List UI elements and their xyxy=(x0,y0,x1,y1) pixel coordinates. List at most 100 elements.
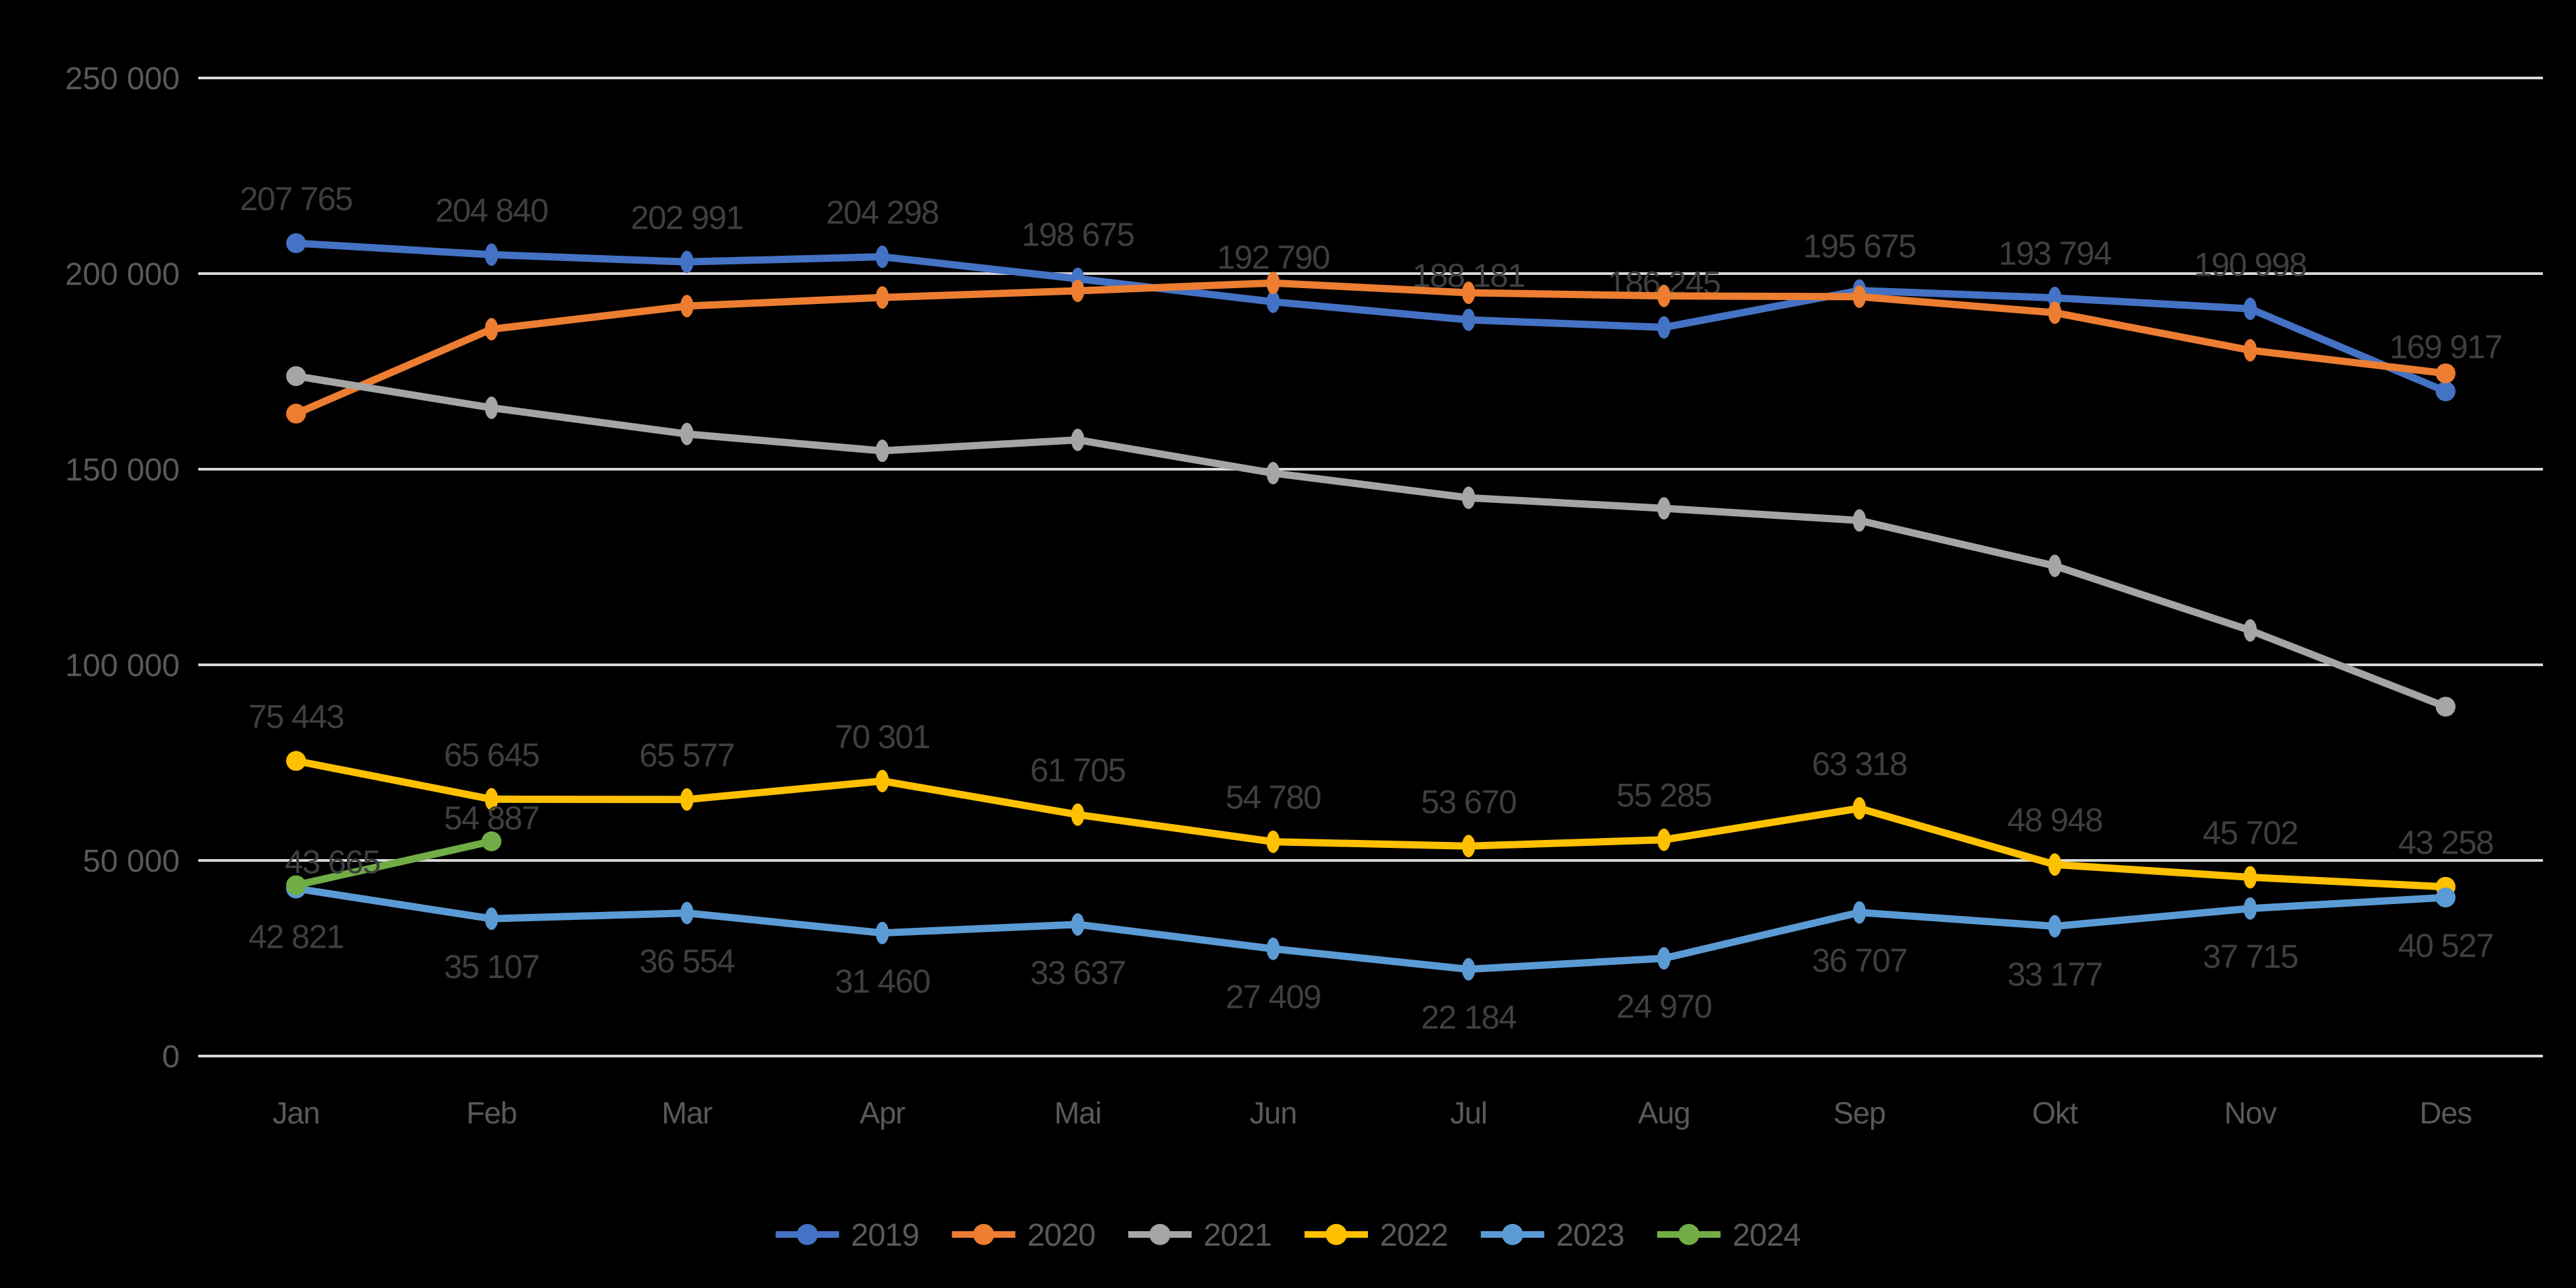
series-2022 xyxy=(286,751,2456,897)
data-label: 193 794 xyxy=(1998,235,2111,272)
series-marker xyxy=(1462,958,1476,981)
y-axis-tick-label: 150 000 xyxy=(65,453,180,488)
series-marker xyxy=(1266,290,1280,313)
series-marker xyxy=(2048,554,2062,578)
y-axis-tick-label: 250 000 xyxy=(65,61,180,96)
series-marker xyxy=(1462,486,1476,510)
series-2019 xyxy=(286,233,2456,402)
series-line-2024 xyxy=(292,837,496,890)
x-axis-tick-label: Jul xyxy=(1450,1096,1487,1130)
series-marker xyxy=(2435,381,2456,402)
series-marker xyxy=(2244,897,2257,920)
series-marker xyxy=(484,788,498,811)
series-marker xyxy=(286,366,306,387)
data-label: 36 554 xyxy=(639,943,735,980)
data-label: 31 460 xyxy=(835,963,930,1000)
series-marker xyxy=(1657,497,1671,520)
series-marker xyxy=(2435,363,2456,383)
legend-item-2020: 2020 xyxy=(952,1218,1096,1253)
legend-label: 2022 xyxy=(1380,1218,1448,1253)
legend-item-2019: 2019 xyxy=(775,1218,919,1253)
series-marker xyxy=(484,318,498,341)
legend-marker xyxy=(796,1224,818,1245)
data-label: 48 948 xyxy=(2007,802,2102,839)
legend-label: 2024 xyxy=(1733,1218,1801,1253)
data-label: 198 675 xyxy=(1022,216,1134,253)
data-label: 54 780 xyxy=(1226,779,1321,816)
data-label: 63 318 xyxy=(1812,745,1907,782)
series-marker xyxy=(2244,297,2257,321)
series-marker xyxy=(2244,619,2257,642)
series-marker xyxy=(2435,888,2456,908)
series-marker xyxy=(876,921,890,944)
data-label: 65 577 xyxy=(639,737,734,774)
series-marker xyxy=(1071,803,1084,826)
series-marker xyxy=(286,751,306,771)
data-labels-2023: 42 821 35 107 36 554 31 460 33 637 27 409 22 1… xyxy=(248,918,2494,1036)
series-marker xyxy=(481,831,502,852)
series-marker xyxy=(2048,853,2062,876)
legend-marker xyxy=(1326,1224,1347,1245)
legend-marker xyxy=(973,1224,995,1245)
y-axis-tick-label: 100 000 xyxy=(65,648,180,683)
series-marker xyxy=(1852,797,1866,820)
series-marker xyxy=(484,243,498,266)
series-2020 xyxy=(286,272,2456,424)
legend-label: 2021 xyxy=(1203,1218,1271,1253)
data-labels-2024: 43 665 54 887 xyxy=(285,800,540,880)
x-axis-tick-label: Mar xyxy=(662,1096,712,1130)
data-label: 43 258 xyxy=(2398,824,2493,861)
x-axis-tick-label: Feb xyxy=(467,1096,517,1130)
data-label: 61 705 xyxy=(1030,752,1125,789)
series-marker xyxy=(1657,316,1671,339)
data-label: 27 409 xyxy=(1226,979,1321,1016)
series-marker xyxy=(286,403,306,424)
legend: 2019 2020 2021 2022 2023 2024 xyxy=(775,1218,1801,1253)
data-label: 195 675 xyxy=(1803,228,1915,265)
series-marker xyxy=(1852,901,1866,924)
legend-item-2024: 2024 xyxy=(1657,1218,1801,1253)
x-axis-tick-label: Sep xyxy=(1833,1096,1885,1130)
data-label: 24 970 xyxy=(1616,988,1712,1025)
series-line-2023 xyxy=(292,884,2450,973)
data-label: 33 177 xyxy=(2007,956,2102,993)
series-marker xyxy=(2048,301,2062,324)
series-marker xyxy=(2244,866,2257,889)
series-2023 xyxy=(286,878,2456,981)
data-label: 55 285 xyxy=(1616,777,1712,814)
legend-marker xyxy=(1678,1224,1700,1245)
data-labels-2022: 75 443 65 645 65 577 70 301 61 705 54 780 53 6… xyxy=(248,698,2494,861)
series-marker xyxy=(1266,937,1280,960)
series-marker xyxy=(1266,461,1280,484)
data-label: 202 991 xyxy=(630,199,743,236)
x-axis-tick-label: Jan xyxy=(272,1096,319,1130)
data-label: 36 707 xyxy=(1812,942,1907,979)
data-label: 190 998 xyxy=(2194,246,2306,283)
series-marker xyxy=(1266,830,1280,853)
series-marker xyxy=(1071,428,1084,451)
series-marker xyxy=(2244,339,2257,362)
data-label: 40 527 xyxy=(2398,927,2493,964)
series-marker xyxy=(286,875,306,895)
data-label: 169 917 xyxy=(2390,328,2502,365)
series-2024 xyxy=(286,831,502,895)
data-label: 207 765 xyxy=(240,180,352,217)
data-label: 204 840 xyxy=(436,192,548,229)
legend-item-2022: 2022 xyxy=(1305,1218,1449,1253)
x-axis-tick-label: Aug xyxy=(1638,1096,1690,1130)
data-label: 45 702 xyxy=(2203,814,2298,851)
series-marker xyxy=(1657,828,1671,851)
legend-marker xyxy=(1149,1224,1171,1245)
series-line-2022 xyxy=(292,757,2450,891)
series-marker xyxy=(680,295,694,318)
data-label: 75 443 xyxy=(248,698,344,735)
series-marker xyxy=(484,907,498,930)
series-marker xyxy=(2048,915,2062,938)
series-marker xyxy=(876,769,890,792)
series-marker xyxy=(1462,835,1476,858)
series-marker xyxy=(1657,284,1671,307)
y-axis-tick-label: 0 xyxy=(162,1040,180,1075)
x-axis-tick-label: Des xyxy=(2419,1096,2472,1130)
